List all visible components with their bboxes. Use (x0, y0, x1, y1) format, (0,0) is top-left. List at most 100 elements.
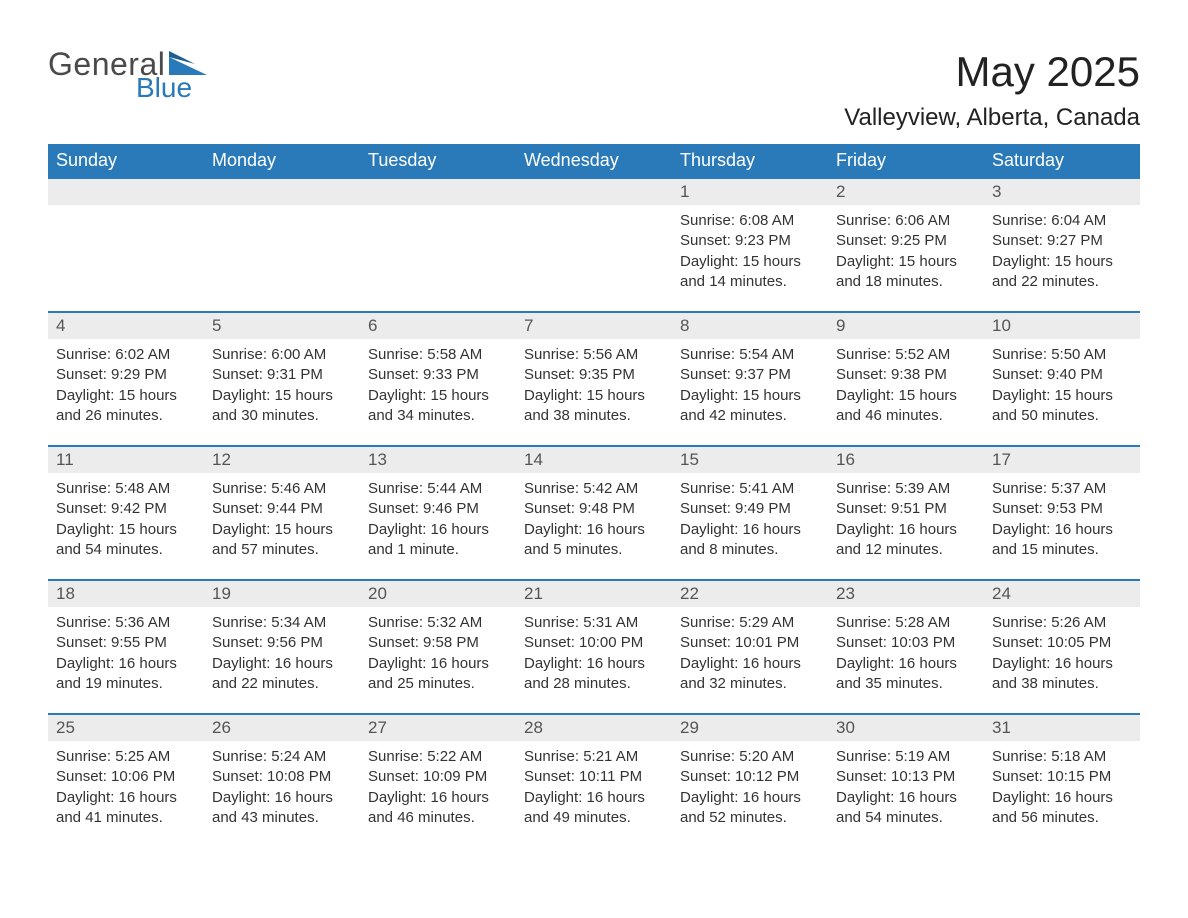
sunset-label: Sunset: (836, 366, 891, 383)
daylight-line: Daylight: 16 hours and 15 minutes. (992, 520, 1132, 561)
daylight-line: Daylight: 16 hours and 52 minutes. (680, 788, 820, 829)
sunrise-value: 5:48 AM (115, 480, 170, 497)
sunrise-label: Sunrise: (992, 212, 1051, 229)
day-details: Sunrise: 6:02 AMSunset: 9:29 PMDaylight:… (48, 339, 204, 434)
daylight-line: Daylight: 16 hours and 12 minutes. (836, 520, 976, 561)
daylight-line: Daylight: 16 hours and 49 minutes. (524, 788, 664, 829)
sunrise-label: Sunrise: (680, 346, 739, 363)
day-number: 26 (204, 715, 360, 741)
sunrise-label: Sunrise: (368, 480, 427, 497)
daylight-line: Daylight: 16 hours and 8 minutes. (680, 520, 820, 561)
sunset-label: Sunset: (992, 634, 1047, 651)
sunset-label: Sunset: (680, 232, 735, 249)
day-details: Sunrise: 6:00 AMSunset: 9:31 PMDaylight:… (204, 339, 360, 434)
day-number: 21 (516, 581, 672, 607)
day-number: 17 (984, 447, 1140, 473)
day-number-empty (204, 179, 360, 205)
day-number: 27 (360, 715, 516, 741)
sunrise-label: Sunrise: (680, 748, 739, 765)
day-details: Sunrise: 5:19 AMSunset: 10:13 PMDaylight… (828, 741, 984, 836)
sunset-label: Sunset: (680, 634, 735, 651)
sunset-value: 10:12 PM (735, 768, 799, 785)
sunrise-value: 5:39 AM (895, 480, 950, 497)
sunset-value: 9:37 PM (735, 366, 791, 383)
sunset-label: Sunset: (836, 500, 891, 517)
sunset-label: Sunset: (992, 366, 1047, 383)
sunset-label: Sunset: (368, 500, 423, 517)
calendar-day-cell: 6Sunrise: 5:58 AMSunset: 9:33 PMDaylight… (360, 312, 516, 446)
day-number: 13 (360, 447, 516, 473)
day-details: Sunrise: 5:29 AMSunset: 10:01 PMDaylight… (672, 607, 828, 702)
daylight-label: Daylight: (680, 387, 743, 404)
sunrise-line: Sunrise: 5:46 AM (212, 479, 352, 499)
daylight-line: Daylight: 15 hours and 54 minutes. (56, 520, 196, 561)
calendar-day-cell: 27Sunrise: 5:22 AMSunset: 10:09 PMDaylig… (360, 714, 516, 848)
sunset-label: Sunset: (524, 634, 579, 651)
daylight-line: Daylight: 16 hours and 19 minutes. (56, 654, 196, 695)
sunset-value: 9:40 PM (1047, 366, 1103, 383)
sunrise-line: Sunrise: 5:41 AM (680, 479, 820, 499)
sunrise-line: Sunrise: 5:21 AM (524, 747, 664, 767)
sunrise-label: Sunrise: (56, 346, 115, 363)
calendar-day-cell: 17Sunrise: 5:37 AMSunset: 9:53 PMDayligh… (984, 446, 1140, 580)
sunrise-value: 6:00 AM (271, 346, 326, 363)
sunset-line: Sunset: 10:12 PM (680, 767, 820, 787)
sunset-value: 9:55 PM (111, 634, 167, 651)
sunrise-label: Sunrise: (212, 614, 271, 631)
sunset-label: Sunset: (680, 768, 735, 785)
day-details: Sunrise: 5:18 AMSunset: 10:15 PMDaylight… (984, 741, 1140, 836)
day-details: Sunrise: 5:48 AMSunset: 9:42 PMDaylight:… (48, 473, 204, 568)
sunset-value: 9:48 PM (579, 500, 635, 517)
sunset-label: Sunset: (212, 634, 267, 651)
calendar-day-cell: 14Sunrise: 5:42 AMSunset: 9:48 PMDayligh… (516, 446, 672, 580)
sunrise-value: 5:24 AM (271, 748, 326, 765)
sunset-value: 9:46 PM (423, 500, 479, 517)
sunrise-value: 6:08 AM (739, 212, 794, 229)
sunrise-label: Sunrise: (368, 748, 427, 765)
sunrise-value: 6:04 AM (1051, 212, 1106, 229)
day-number-empty (48, 179, 204, 205)
sunrise-label: Sunrise: (212, 748, 271, 765)
sunrise-value: 5:46 AM (271, 480, 326, 497)
day-number: 19 (204, 581, 360, 607)
day-number: 8 (672, 313, 828, 339)
sunrise-label: Sunrise: (680, 480, 739, 497)
daylight-label: Daylight: (836, 253, 899, 270)
sunrise-line: Sunrise: 5:54 AM (680, 345, 820, 365)
daylight-label: Daylight: (56, 387, 119, 404)
day-details: Sunrise: 5:46 AMSunset: 9:44 PMDaylight:… (204, 473, 360, 568)
sunrise-value: 5:41 AM (739, 480, 794, 497)
calendar-day-cell: 24Sunrise: 5:26 AMSunset: 10:05 PMDaylig… (984, 580, 1140, 714)
daylight-label: Daylight: (212, 789, 275, 806)
sunset-value: 10:01 PM (735, 634, 799, 651)
day-number: 5 (204, 313, 360, 339)
sunset-label: Sunset: (368, 768, 423, 785)
sunrise-value: 5:22 AM (427, 748, 482, 765)
sunrise-value: 5:21 AM (583, 748, 638, 765)
sunset-value: 9:25 PM (891, 232, 947, 249)
sunrise-label: Sunrise: (992, 480, 1051, 497)
sunset-line: Sunset: 9:31 PM (212, 365, 352, 385)
sunset-value: 9:33 PM (423, 366, 479, 383)
sunset-value: 9:42 PM (111, 500, 167, 517)
sunrise-line: Sunrise: 5:58 AM (368, 345, 508, 365)
sunrise-line: Sunrise: 5:18 AM (992, 747, 1132, 767)
sunrise-line: Sunrise: 5:39 AM (836, 479, 976, 499)
day-details: Sunrise: 5:44 AMSunset: 9:46 PMDaylight:… (360, 473, 516, 568)
daylight-label: Daylight: (56, 789, 119, 806)
daylight-label: Daylight: (836, 521, 899, 538)
day-number: 24 (984, 581, 1140, 607)
daylight-line: Daylight: 15 hours and 42 minutes. (680, 386, 820, 427)
sunset-label: Sunset: (212, 500, 267, 517)
sunrise-label: Sunrise: (212, 480, 271, 497)
sunset-value: 9:53 PM (1047, 500, 1103, 517)
sunset-label: Sunset: (992, 232, 1047, 249)
day-details: Sunrise: 5:50 AMSunset: 9:40 PMDaylight:… (984, 339, 1140, 434)
sunset-value: 9:38 PM (891, 366, 947, 383)
weekday-header: Tuesday (360, 144, 516, 178)
day-details: Sunrise: 5:25 AMSunset: 10:06 PMDaylight… (48, 741, 204, 836)
sunrise-line: Sunrise: 6:04 AM (992, 211, 1132, 231)
sunset-value: 10:03 PM (891, 634, 955, 651)
daylight-label: Daylight: (524, 521, 587, 538)
sunset-line: Sunset: 10:00 PM (524, 633, 664, 653)
